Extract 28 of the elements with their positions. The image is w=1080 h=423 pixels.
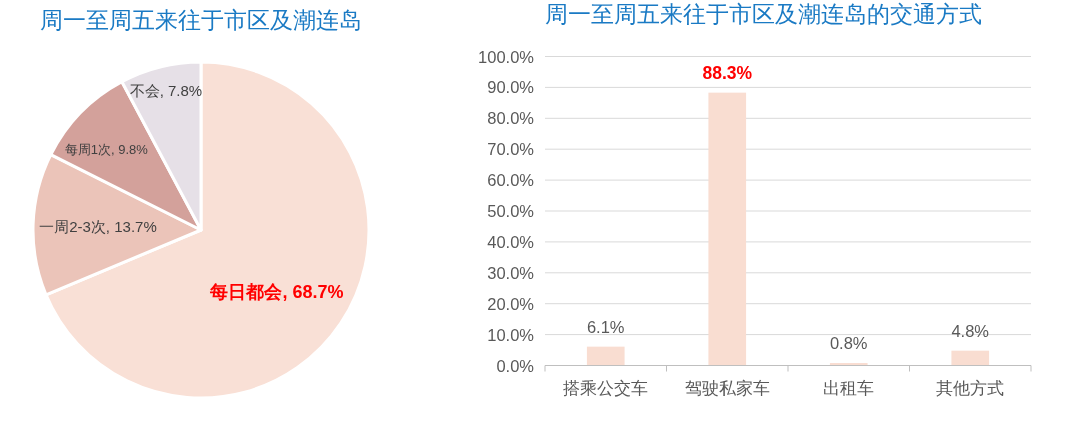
y-tick-label: 30.0% [487,263,535,282]
y-tick-label: 60.0% [487,171,535,190]
slice-label: 一周2-3次, 13.7% [39,217,157,235]
data-label: 0.8% [829,334,868,353]
y-tick-label: 40.0% [487,232,535,251]
data-label: 88.3% [702,62,753,83]
x-tick-label: 其他方式 [936,378,1005,398]
bar [951,350,990,366]
data-label: 4.8% [951,321,990,340]
slice-label: 不会, 7.8% [129,81,203,99]
y-tick-label: 50.0% [487,202,535,220]
y-tick-label: 20.0% [487,294,535,313]
y-tick-label: 0.0% [496,356,535,375]
y-tick-label: 10.0% [487,325,535,344]
y-tick-label: 80.0% [487,109,535,128]
x-tick-label: 驾驶私家车 [684,378,770,398]
x-tick-label: 搭乘公交车 [563,378,649,398]
y-tick-label: 70.0% [487,140,535,159]
y-tick-label: 90.0% [487,78,535,97]
x-tick-label: 出租车 [823,378,875,398]
data-label: 6.1% [586,317,625,336]
bar [708,92,747,366]
chart-title: 周一至周五来往于市区及潮连岛的交通方式 [544,1,982,27]
chart-title: 周一至周五来往于市区及潮连岛 [40,7,362,33]
slice-label: 每周1次, 9.8% [64,141,149,157]
bar [586,346,625,366]
slice-label: 每日都会, 68.7% [209,282,344,303]
y-tick-label: 100.0% [478,47,535,66]
